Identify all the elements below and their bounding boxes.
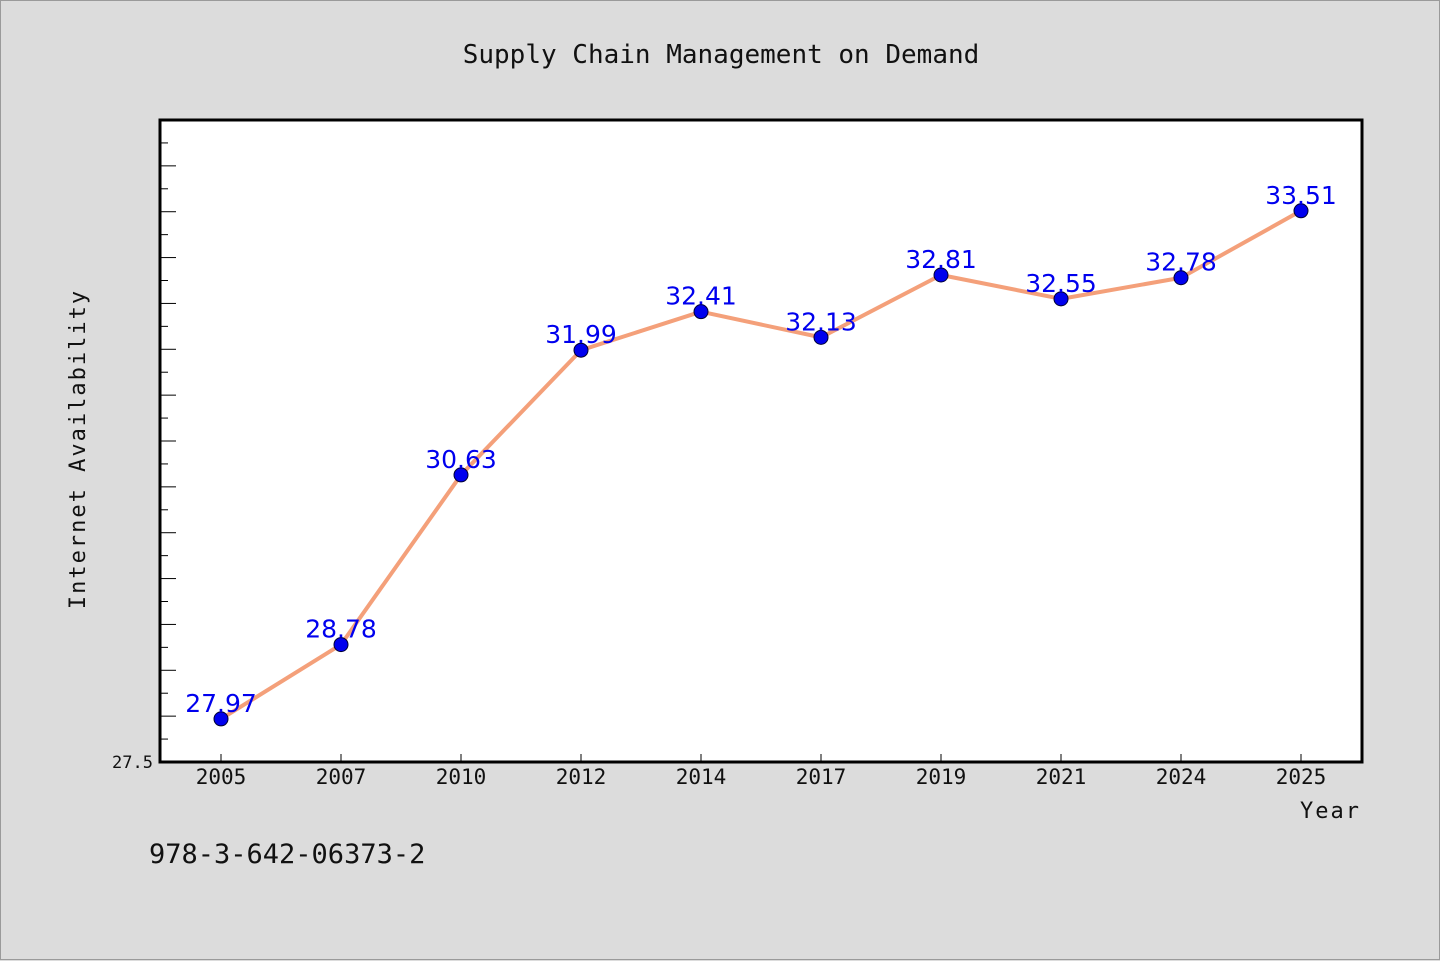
data-label: 28.78 [305,615,377,644]
data-point [1053,291,1069,307]
data-label: 27.97 [185,689,257,718]
data-label: 30.63 [425,445,497,474]
series-line [219,209,1302,721]
y-axis-ticks [160,119,176,763]
chart-title: Supply Chain Management on Demand [463,40,980,70]
isbn-text: 978-3-642-06373-2 [149,839,425,870]
x-tick-label: 2014 [676,765,727,789]
x-axis-title: Year [1300,799,1361,824]
x-axis-ticks: 2005 2007 2010 2012 2014 2017 2019 2021 2024 2025 [196,754,1327,789]
plot-area [158,118,1364,764]
series-layer [213,203,1309,727]
x-tick-label: 2024 [1156,765,1207,789]
data-point [1293,203,1309,219]
x-tick-label: 2012 [556,765,607,789]
y-tick-label: 27.5 [112,753,153,773]
x-tick-label: 2025 [1276,765,1327,789]
x-tick-label: 2017 [796,765,847,789]
x-tick-label: 2010 [436,765,487,789]
data-point [933,267,949,283]
data-point [333,637,349,653]
data-labels: 27.97 28.78 30.63 31.99 32.41 32.13 32.81 32.55… [185,181,1337,718]
data-label: 32.41 [665,282,737,311]
data-point [693,304,709,320]
x-tick-label: 2019 [916,765,967,789]
x-tick-label: 2007 [316,765,367,789]
data-point [813,329,829,345]
data-label: 32.13 [785,307,857,336]
data-label: 32.78 [1145,248,1217,277]
data-label: 32.55 [1025,269,1097,298]
data-label: 33.51 [1265,181,1337,210]
data-point [213,711,229,727]
data-point [1173,270,1189,286]
data-point [573,342,589,358]
data-label: 31.99 [545,320,617,349]
x-tick-label: 2005 [196,765,247,789]
x-tick-label: 2021 [1036,765,1087,789]
y-axis-title: Internet Availability [66,289,91,609]
data-label: 32.81 [905,245,977,274]
data-point [453,467,469,483]
